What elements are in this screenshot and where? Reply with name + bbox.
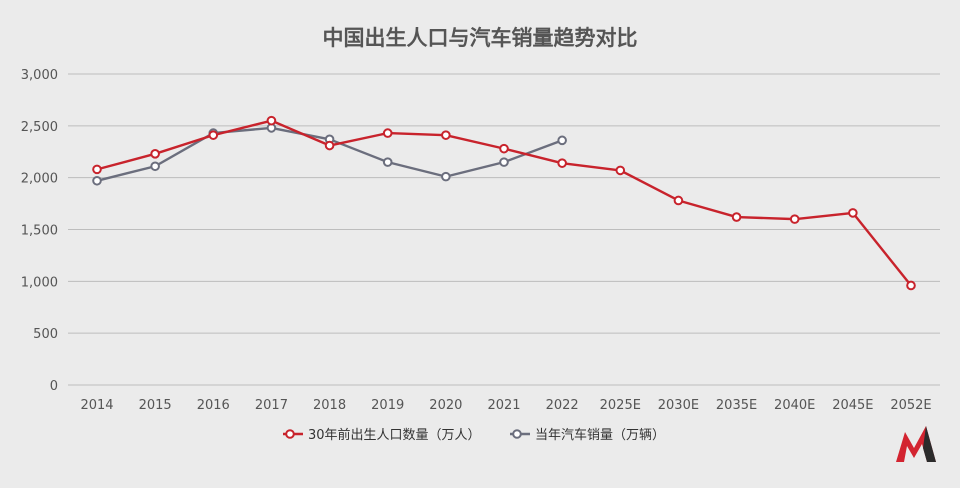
x-tick-label: 2020: [429, 398, 462, 413]
x-tick-label: 2052E: [890, 398, 931, 413]
x-tick-label: 2045E: [832, 398, 873, 413]
data-point: [499, 143, 509, 154]
data-point: [499, 157, 509, 167]
gridlines: [68, 73, 940, 386]
y-tick-label: 0: [50, 379, 58, 394]
x-tick-label: 2022: [546, 398, 579, 413]
data-point: [557, 135, 567, 146]
x-tick-label: 2015: [139, 398, 172, 413]
x-tick-label: 2040E: [774, 398, 815, 413]
data-point: [382, 128, 393, 138]
data-point: [731, 212, 742, 222]
x-tick-label: 2021: [487, 398, 520, 413]
data-point: [673, 195, 684, 206]
legend: 30年前出生人口数量（万人） 当年汽车销量（万辆）: [283, 427, 665, 443]
legend-label: 30年前出生人口数量（万人）: [308, 427, 481, 443]
x-tick-label: 2025E: [600, 398, 641, 413]
data-point: [615, 165, 626, 176]
data-point: [789, 214, 800, 224]
x-axis-ticks: 2014 2015 2016 2017 2018 2019 2020 2021 2022 2025…: [80, 398, 931, 413]
x-tick-label: 2030E: [658, 398, 699, 413]
y-axis-ticks: 0 500 1,000 1,500 2,000 2,500 3,000: [21, 68, 58, 394]
x-tick-label: 2017: [255, 398, 288, 413]
y-tick-label: 1,000: [21, 275, 58, 290]
data-point: [441, 171, 451, 182]
y-tick-label: 2,500: [21, 120, 58, 135]
data-point: [557, 158, 567, 168]
y-tick-label: 1,500: [21, 224, 58, 239]
data-point: [150, 161, 160, 172]
legend-swatch-marker: [285, 429, 295, 439]
x-tick-label: 2019: [371, 398, 404, 413]
x-tick-label: 2016: [197, 398, 230, 413]
x-tick-label: 2014: [80, 398, 113, 413]
data-point: [150, 149, 160, 159]
data-point: [92, 175, 102, 186]
legend-label: 当年汽车销量（万辆）: [535, 427, 665, 443]
y-tick-label: 2,000: [21, 172, 58, 187]
y-tick-label: 500: [33, 327, 58, 342]
brand-logo: [896, 426, 936, 462]
data-point: [324, 140, 335, 151]
data-point: [441, 130, 451, 140]
data-point: [848, 208, 858, 218]
y-tick-label: 3,000: [21, 68, 58, 83]
data-point: [208, 130, 219, 140]
data-point: [382, 157, 393, 167]
chart-title: 中国出生人口与汽车销量趋势对比: [323, 26, 638, 50]
x-tick-label: 2035E: [716, 398, 757, 413]
data-point: [266, 115, 277, 126]
series-points: [92, 115, 916, 291]
legend-swatch-marker: [512, 429, 522, 439]
data-point: [92, 164, 102, 175]
x-tick-label: 2018: [313, 398, 346, 413]
data-point: [906, 280, 916, 291]
